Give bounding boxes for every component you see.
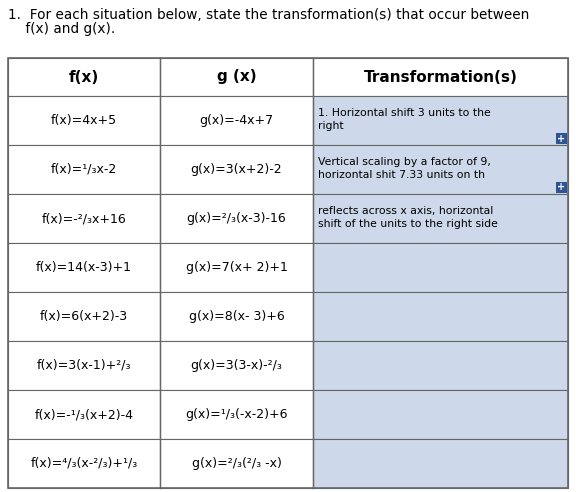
Bar bbox=[313, 390, 568, 439]
Text: Transformation(s): Transformation(s) bbox=[363, 69, 517, 85]
Bar bbox=[160, 390, 313, 439]
Bar bbox=[313, 58, 568, 96]
Bar bbox=[160, 145, 313, 194]
Text: g(x)=3(x+2)-2: g(x)=3(x+2)-2 bbox=[191, 163, 282, 176]
Text: g(x)=²/₃(x-3)-16: g(x)=²/₃(x-3)-16 bbox=[187, 212, 286, 225]
Text: g(x)=-4x+7: g(x)=-4x+7 bbox=[199, 114, 274, 127]
Text: g(x)=7(x+ 2)+1: g(x)=7(x+ 2)+1 bbox=[185, 261, 287, 274]
Bar bbox=[160, 58, 313, 96]
Text: f(x)=-²/₃x+16: f(x)=-²/₃x+16 bbox=[42, 212, 127, 225]
Bar bbox=[160, 96, 313, 145]
Text: g (x): g (x) bbox=[217, 69, 256, 85]
Bar bbox=[160, 292, 313, 341]
Bar bbox=[313, 292, 568, 341]
Bar bbox=[8, 292, 160, 341]
Text: g(x)=3(3-x)-²/₃: g(x)=3(3-x)-²/₃ bbox=[191, 359, 282, 372]
Text: f(x)=14(x-3)+1: f(x)=14(x-3)+1 bbox=[36, 261, 132, 274]
Bar bbox=[8, 439, 160, 488]
Bar bbox=[313, 145, 568, 194]
Bar bbox=[313, 96, 568, 145]
Bar bbox=[160, 243, 313, 292]
Bar bbox=[8, 96, 160, 145]
Text: g(x)=¹/₃(-x-2)+6: g(x)=¹/₃(-x-2)+6 bbox=[185, 408, 288, 421]
Text: 1. Horizontal shift 3 units to the
right: 1. Horizontal shift 3 units to the right bbox=[317, 108, 490, 131]
Bar bbox=[8, 390, 160, 439]
Text: reflects across x axis, horizontal
shift of the units to the right side: reflects across x axis, horizontal shift… bbox=[317, 206, 498, 229]
Bar bbox=[160, 194, 313, 243]
Text: +: + bbox=[558, 133, 566, 144]
Text: f(x)=⁴/₃(x-²/₃)+¹/₃: f(x)=⁴/₃(x-²/₃)+¹/₃ bbox=[31, 457, 138, 470]
Bar bbox=[313, 243, 568, 292]
Bar bbox=[160, 341, 313, 390]
Text: g(x)=8(x- 3)+6: g(x)=8(x- 3)+6 bbox=[188, 310, 285, 323]
Bar bbox=[556, 182, 567, 193]
Bar bbox=[313, 341, 568, 390]
Text: f(x)=3(x-1)+²/₃: f(x)=3(x-1)+²/₃ bbox=[37, 359, 131, 372]
Bar bbox=[8, 243, 160, 292]
Bar bbox=[8, 194, 160, 243]
Bar bbox=[8, 58, 568, 488]
Bar bbox=[160, 439, 313, 488]
Bar bbox=[556, 133, 567, 144]
Text: +: + bbox=[558, 183, 566, 192]
Text: f(x)=¹/₃x-2: f(x)=¹/₃x-2 bbox=[51, 163, 118, 176]
Text: g(x)=²/₃(²/₃ -x): g(x)=²/₃(²/₃ -x) bbox=[192, 457, 282, 470]
Text: 1.  For each situation below, state the transformation(s) that occur between: 1. For each situation below, state the t… bbox=[8, 8, 529, 22]
Text: Vertical scaling by a factor of 9,
horizontal shit 7.33 units on th: Vertical scaling by a factor of 9, horiz… bbox=[317, 157, 491, 180]
Bar bbox=[8, 145, 160, 194]
Bar bbox=[8, 341, 160, 390]
Text: f(x) and g(x).: f(x) and g(x). bbox=[8, 22, 115, 35]
Text: f(x)=4x+5: f(x)=4x+5 bbox=[51, 114, 118, 127]
Text: f(x)=-¹/₃(x+2)-4: f(x)=-¹/₃(x+2)-4 bbox=[35, 408, 134, 421]
Text: f(x): f(x) bbox=[69, 69, 99, 85]
Bar bbox=[313, 194, 568, 243]
Bar bbox=[8, 58, 160, 96]
Text: f(x)=6(x+2)-3: f(x)=6(x+2)-3 bbox=[40, 310, 128, 323]
Bar bbox=[313, 439, 568, 488]
